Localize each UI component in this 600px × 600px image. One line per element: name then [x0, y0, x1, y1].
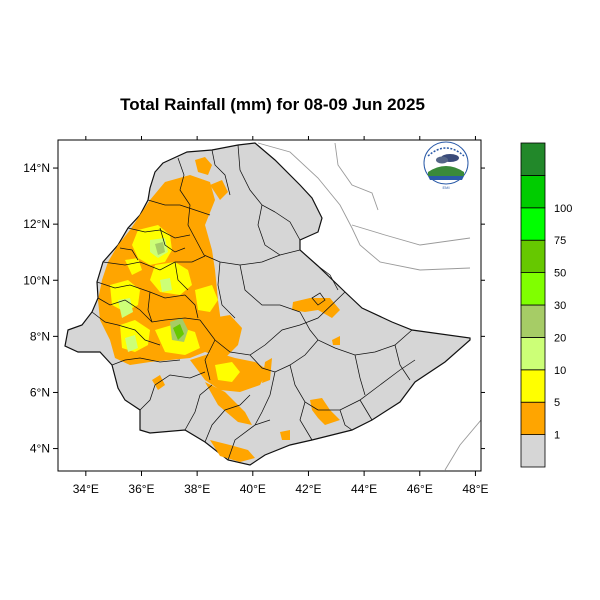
- colorbar-segment: [520, 434, 546, 468]
- colorbar-segment: [520, 239, 546, 273]
- y-axis: 4°N 6°N 8°N 10°N 12°N 14°N: [23, 161, 485, 456]
- colorbar-label: 75: [554, 235, 566, 247]
- colorbar-segment: [520, 304, 546, 338]
- rainfall-shading: [98, 157, 340, 462]
- colorbar-segment: [520, 369, 546, 403]
- y-tick-label: 10°N: [23, 273, 50, 287]
- colorbar-segment: [520, 272, 546, 306]
- colorbar-label: 20: [554, 332, 566, 344]
- colorbar-label: 5: [554, 397, 560, 409]
- x-tick-label: 36°E: [128, 482, 154, 496]
- colorbar-label: 50: [554, 268, 566, 280]
- neighbour-borders: [257, 142, 481, 471]
- ethiopian-meteorology-institute-logo: EMI: [423, 141, 469, 190]
- internal-borders: [91, 144, 416, 461]
- map-title: Total Rainfall (mm) for 08-09 Jun 2025: [120, 95, 425, 114]
- x-tick-label: 38°E: [184, 482, 210, 496]
- rainfall-colorbar: 1 5 10 20 30 50 75 100: [520, 142, 572, 468]
- colorbar-segment: [520, 401, 546, 436]
- x-tick-label: 40°E: [240, 482, 266, 496]
- y-tick-label: 8°N: [30, 329, 50, 343]
- colorbar-segment: [520, 174, 546, 209]
- x-axis: 34°E 36°E 38°E 40°E 42°E 44°E 46°E 48°E: [73, 136, 489, 496]
- plot-frame: [57, 139, 482, 472]
- x-tick-label: 42°E: [295, 482, 321, 496]
- colorbar-label: 1: [554, 430, 560, 442]
- colorbar-segment: [520, 207, 546, 241]
- y-tick-label: 12°N: [23, 217, 50, 231]
- logo-text: EMI: [442, 185, 449, 190]
- x-tick-label: 34°E: [73, 482, 99, 496]
- x-tick-label: 46°E: [407, 482, 433, 496]
- x-tick-label: 48°E: [462, 482, 488, 496]
- colorbar-label: 10: [554, 365, 566, 377]
- colorbar-segment: [520, 142, 546, 176]
- x-tick-label: 44°E: [351, 482, 377, 496]
- y-tick-label: 6°N: [30, 385, 50, 399]
- colorbar-label: 100: [554, 203, 572, 215]
- y-tick-label: 4°N: [30, 442, 50, 456]
- colorbar-label: 30: [554, 300, 566, 312]
- y-tick-label: 14°N: [23, 161, 50, 175]
- colorbar-segment: [520, 336, 546, 371]
